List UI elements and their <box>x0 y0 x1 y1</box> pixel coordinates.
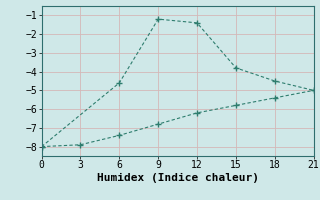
X-axis label: Humidex (Indice chaleur): Humidex (Indice chaleur) <box>97 173 259 183</box>
